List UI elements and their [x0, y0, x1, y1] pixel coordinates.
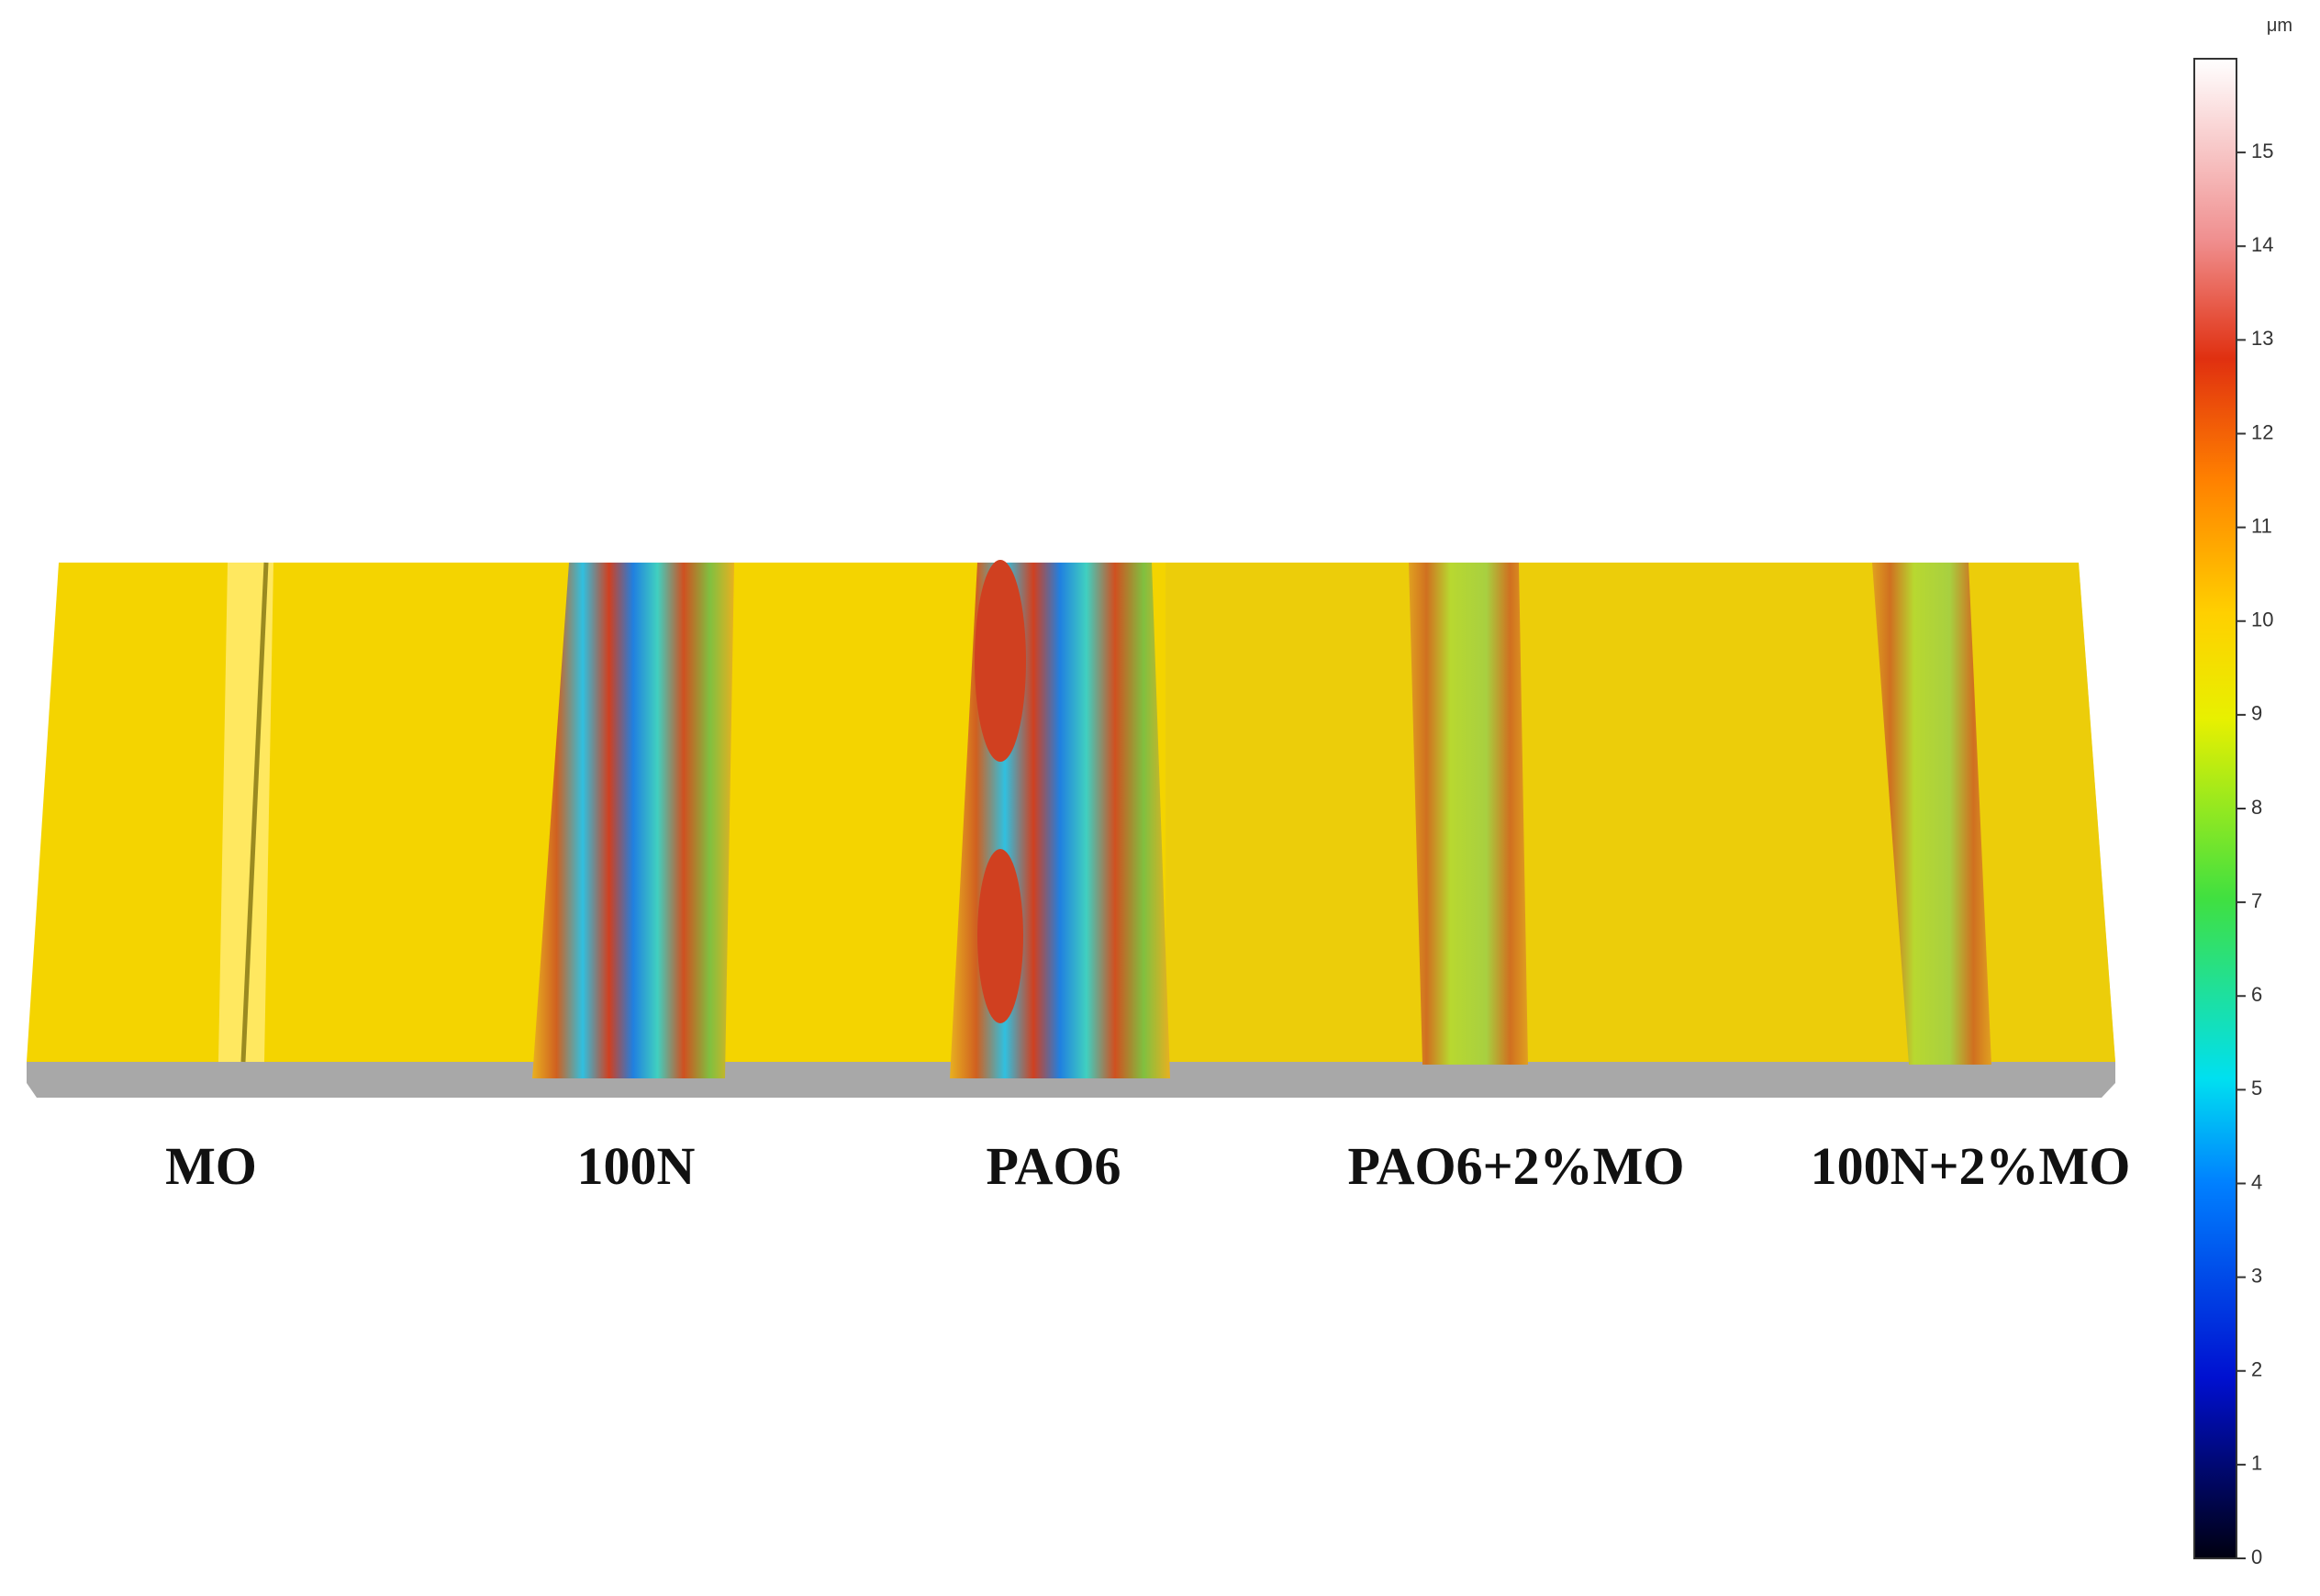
sample-label: 100N	[577, 1136, 696, 1196]
asperity	[975, 560, 1026, 762]
tick-label: 10	[2251, 608, 2273, 631]
tick-label: 8	[2251, 796, 2262, 819]
tick-label: 13	[2251, 327, 2273, 350]
colorbar-unit: μm	[2267, 16, 2292, 36]
track-pao6-mo	[1409, 563, 1528, 1065]
tick-label: 14	[2251, 233, 2273, 256]
surface-shade	[1166, 563, 2115, 1062]
asperity	[977, 849, 1023, 1023]
tick-label: 3	[2251, 1264, 2262, 1287]
tick-label: 1	[2251, 1452, 2262, 1475]
track-mo-edge	[240, 562, 269, 1063]
track-100n	[532, 563, 734, 1078]
colorbar	[2193, 58, 2237, 1559]
tick-label: 4	[2251, 1170, 2262, 1193]
track-100n-mo	[1872, 563, 1991, 1065]
tick-label: 12	[2251, 420, 2273, 443]
sample-label: PAO6+2%MO	[1347, 1136, 1684, 1196]
sample-label: PAO6	[986, 1136, 1121, 1196]
tick-label: 0	[2251, 1546, 2262, 1568]
tick-label: 7	[2251, 889, 2262, 912]
tick-label: 9	[2251, 702, 2262, 725]
tick-label: 2	[2251, 1358, 2262, 1381]
sample-label: MO	[165, 1136, 257, 1196]
tick-label: 5	[2251, 1077, 2262, 1099]
tick-label: 6	[2251, 983, 2262, 1006]
tick-label: 15	[2251, 140, 2273, 162]
tick-label: 11	[2251, 514, 2272, 537]
sample-label: 100N+2%MO	[1811, 1136, 2131, 1196]
